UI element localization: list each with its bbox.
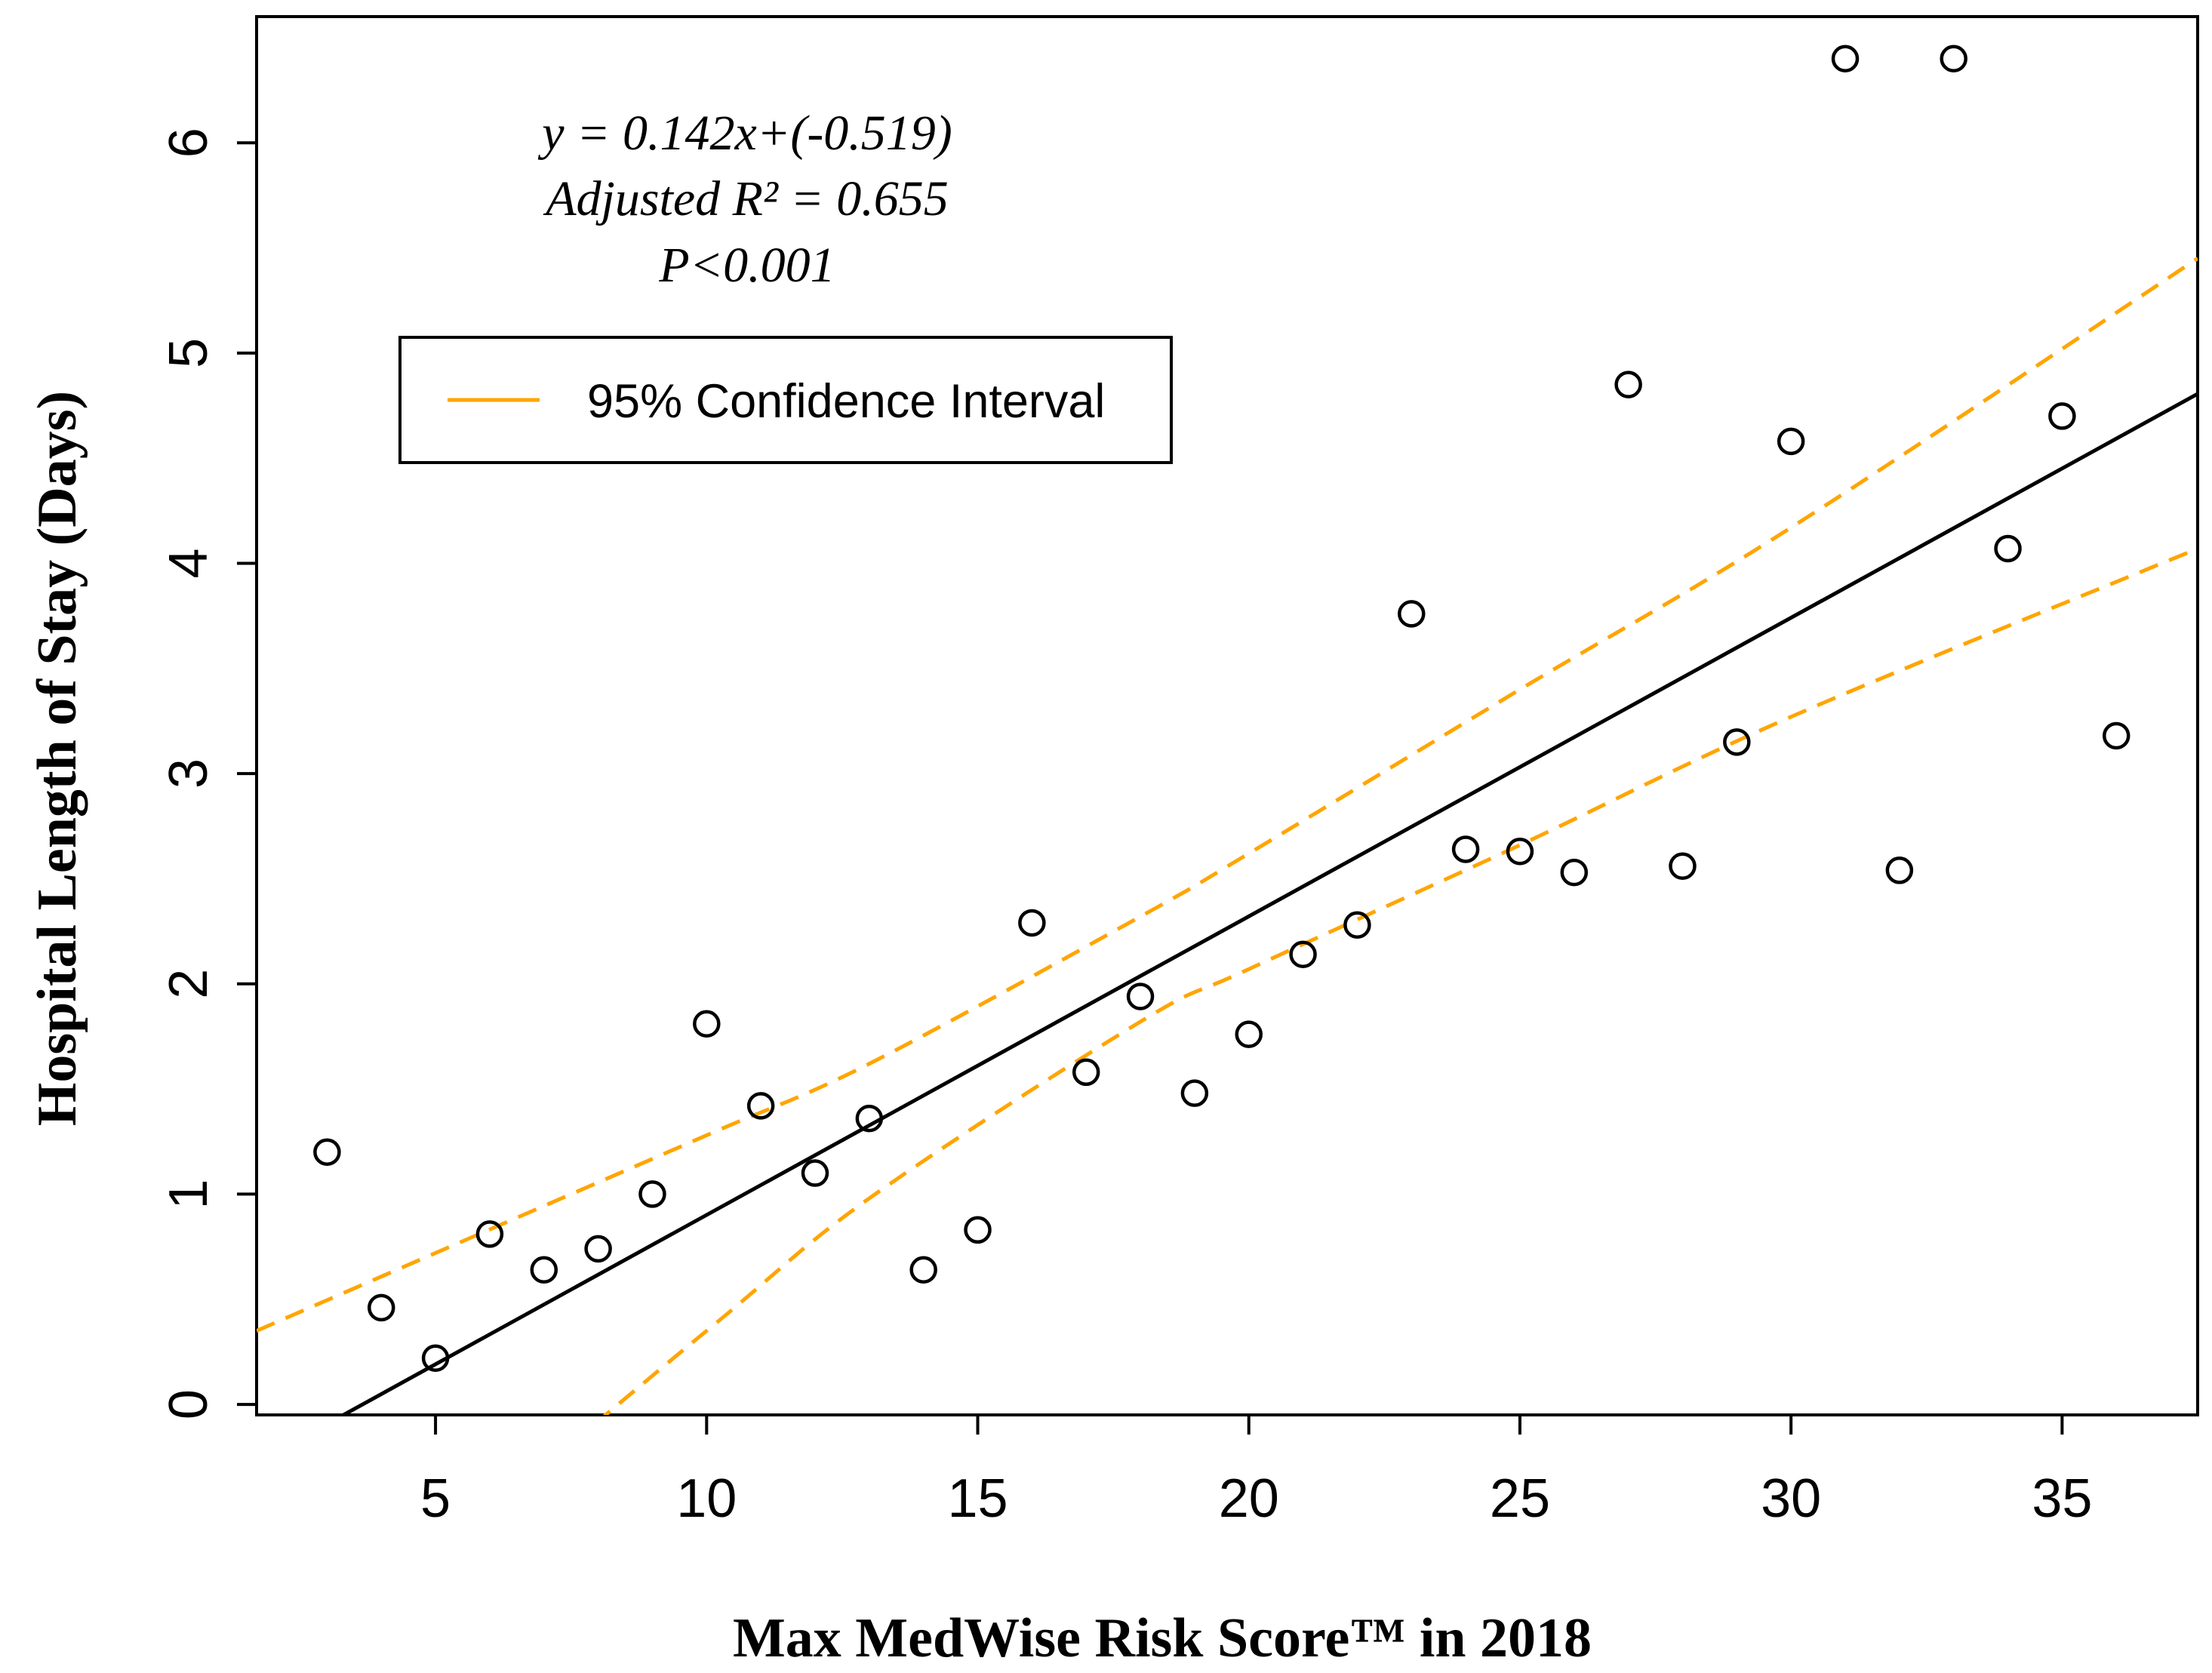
- data-point: [1398, 600, 1426, 628]
- ci-upper-line: [257, 257, 2198, 1333]
- data-point: [1506, 837, 1534, 866]
- ci-lower-line: [602, 546, 2198, 1415]
- y-axis-title: Hospital Length of Stay (Days): [26, 391, 88, 1126]
- x-tick-label: 35: [2032, 1468, 2092, 1529]
- legend-label-ci: 95% Confidence Interval: [587, 375, 1105, 428]
- data-point: [1343, 911, 1371, 940]
- y-tick-label: 0: [158, 1389, 219, 1419]
- y-tick-label: 5: [158, 338, 219, 368]
- data-point: [909, 1256, 937, 1284]
- adjusted-r2-label: Adjusted R² = 0.655: [543, 171, 949, 226]
- data-point: [530, 1256, 558, 1284]
- data-point: [1614, 371, 1642, 398]
- data-point: [964, 1216, 992, 1244]
- data-point: [1235, 1020, 1263, 1048]
- data-point: [2102, 721, 2130, 750]
- data-point: [313, 1138, 341, 1166]
- data-point: [2048, 402, 2076, 430]
- data-point: [1669, 852, 1697, 880]
- p-value-label: P<0.001: [658, 238, 835, 293]
- data-point: [1018, 909, 1046, 937]
- y-tick-label: 2: [158, 969, 219, 999]
- data-point: [475, 1220, 504, 1248]
- data-point: [1940, 45, 1967, 72]
- data-point: [1831, 45, 1860, 72]
- y-axis-ticks: 0 1 2 3 4 5 6: [158, 128, 257, 1419]
- data-point: [584, 1235, 612, 1263]
- x-tick-label: 20: [1219, 1468, 1279, 1529]
- x-tick-label: 15: [947, 1468, 1008, 1529]
- data-point: [1126, 983, 1155, 1010]
- data-points: [313, 45, 2130, 1373]
- plot-frame: [255, 15, 2199, 1416]
- y-tick-label: 4: [158, 548, 219, 578]
- y-tick-label: 6: [158, 128, 219, 158]
- x-tick-label: 5: [420, 1468, 451, 1529]
- regression-line: [339, 392, 2198, 1415]
- data-point: [421, 1344, 450, 1373]
- legend: 95% Confidence Interval: [398, 336, 1173, 464]
- data-point: [1994, 534, 2022, 563]
- data-point: [801, 1159, 829, 1187]
- x-axis-ticks: 5 10 15 20 25 30 35: [420, 1415, 2092, 1529]
- regression-equation: y = 0.142x+(-0.519): [537, 106, 952, 161]
- data-point: [1289, 940, 1317, 969]
- data-point: [855, 1104, 884, 1133]
- x-axis-title: Max MedWise Risk Score™ in 2018: [733, 1607, 1592, 1669]
- data-point: [1451, 835, 1480, 863]
- data-point: [1180, 1079, 1209, 1107]
- x-tick-label: 25: [1490, 1468, 1550, 1529]
- data-point: [1560, 858, 1589, 887]
- data-point: [693, 1010, 721, 1038]
- data-point: [367, 1293, 395, 1322]
- data-point: [638, 1180, 666, 1208]
- x-tick-label: 10: [676, 1468, 737, 1529]
- x-tick-label: 30: [1761, 1468, 1821, 1529]
- data-point: [1777, 427, 1805, 456]
- data-point: [746, 1092, 775, 1120]
- data-point: [1885, 856, 1914, 884]
- y-tick-label: 1: [158, 1179, 219, 1209]
- data-point: [1723, 728, 1751, 756]
- data-point: [1072, 1058, 1100, 1087]
- y-tick-label: 3: [158, 758, 219, 789]
